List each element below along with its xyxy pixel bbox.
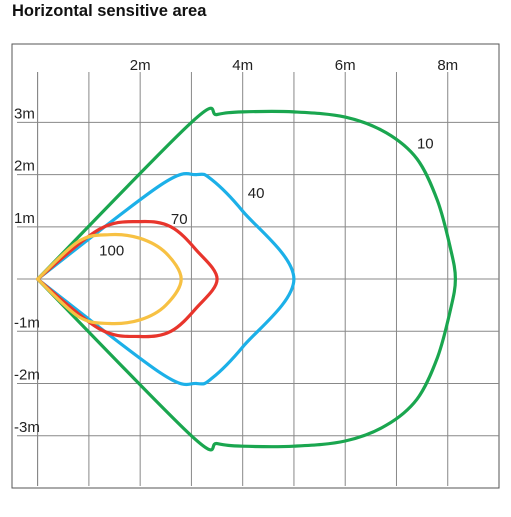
y-tick-label: 3m — [14, 105, 35, 122]
tick-labels: 2m 4m 6m 8m 3m 2m 1m -1m -2m -3m — [14, 57, 458, 436]
y-tick-label: -2m — [14, 367, 40, 384]
curves — [36, 106, 457, 452]
curve-label-100: 100 — [99, 243, 124, 260]
y-tick-label: -1m — [14, 314, 40, 331]
curve-70 — [36, 219, 219, 339]
x-tick-label: 6m — [335, 57, 356, 74]
curve-10 — [36, 106, 457, 452]
curve-label-70: 70 — [171, 211, 188, 228]
y-tick-label: -3m — [14, 419, 40, 436]
curve-label-10: 10 — [417, 135, 434, 152]
chart-title: Horizontal sensitive area — [12, 2, 207, 20]
curve-100 — [36, 232, 183, 326]
curve-labels: 10 40 70 100 — [99, 135, 434, 259]
y-tick-label: 1m — [14, 210, 35, 227]
x-tick-label: 8m — [437, 57, 458, 74]
y-tick-label: 2m — [14, 158, 35, 175]
x-tick-label: 4m — [232, 57, 253, 74]
x-tick-label: 2m — [130, 57, 151, 74]
curve-40 — [36, 172, 296, 387]
plot-frame — [11, 43, 500, 489]
curve-label-40: 40 — [248, 185, 265, 202]
